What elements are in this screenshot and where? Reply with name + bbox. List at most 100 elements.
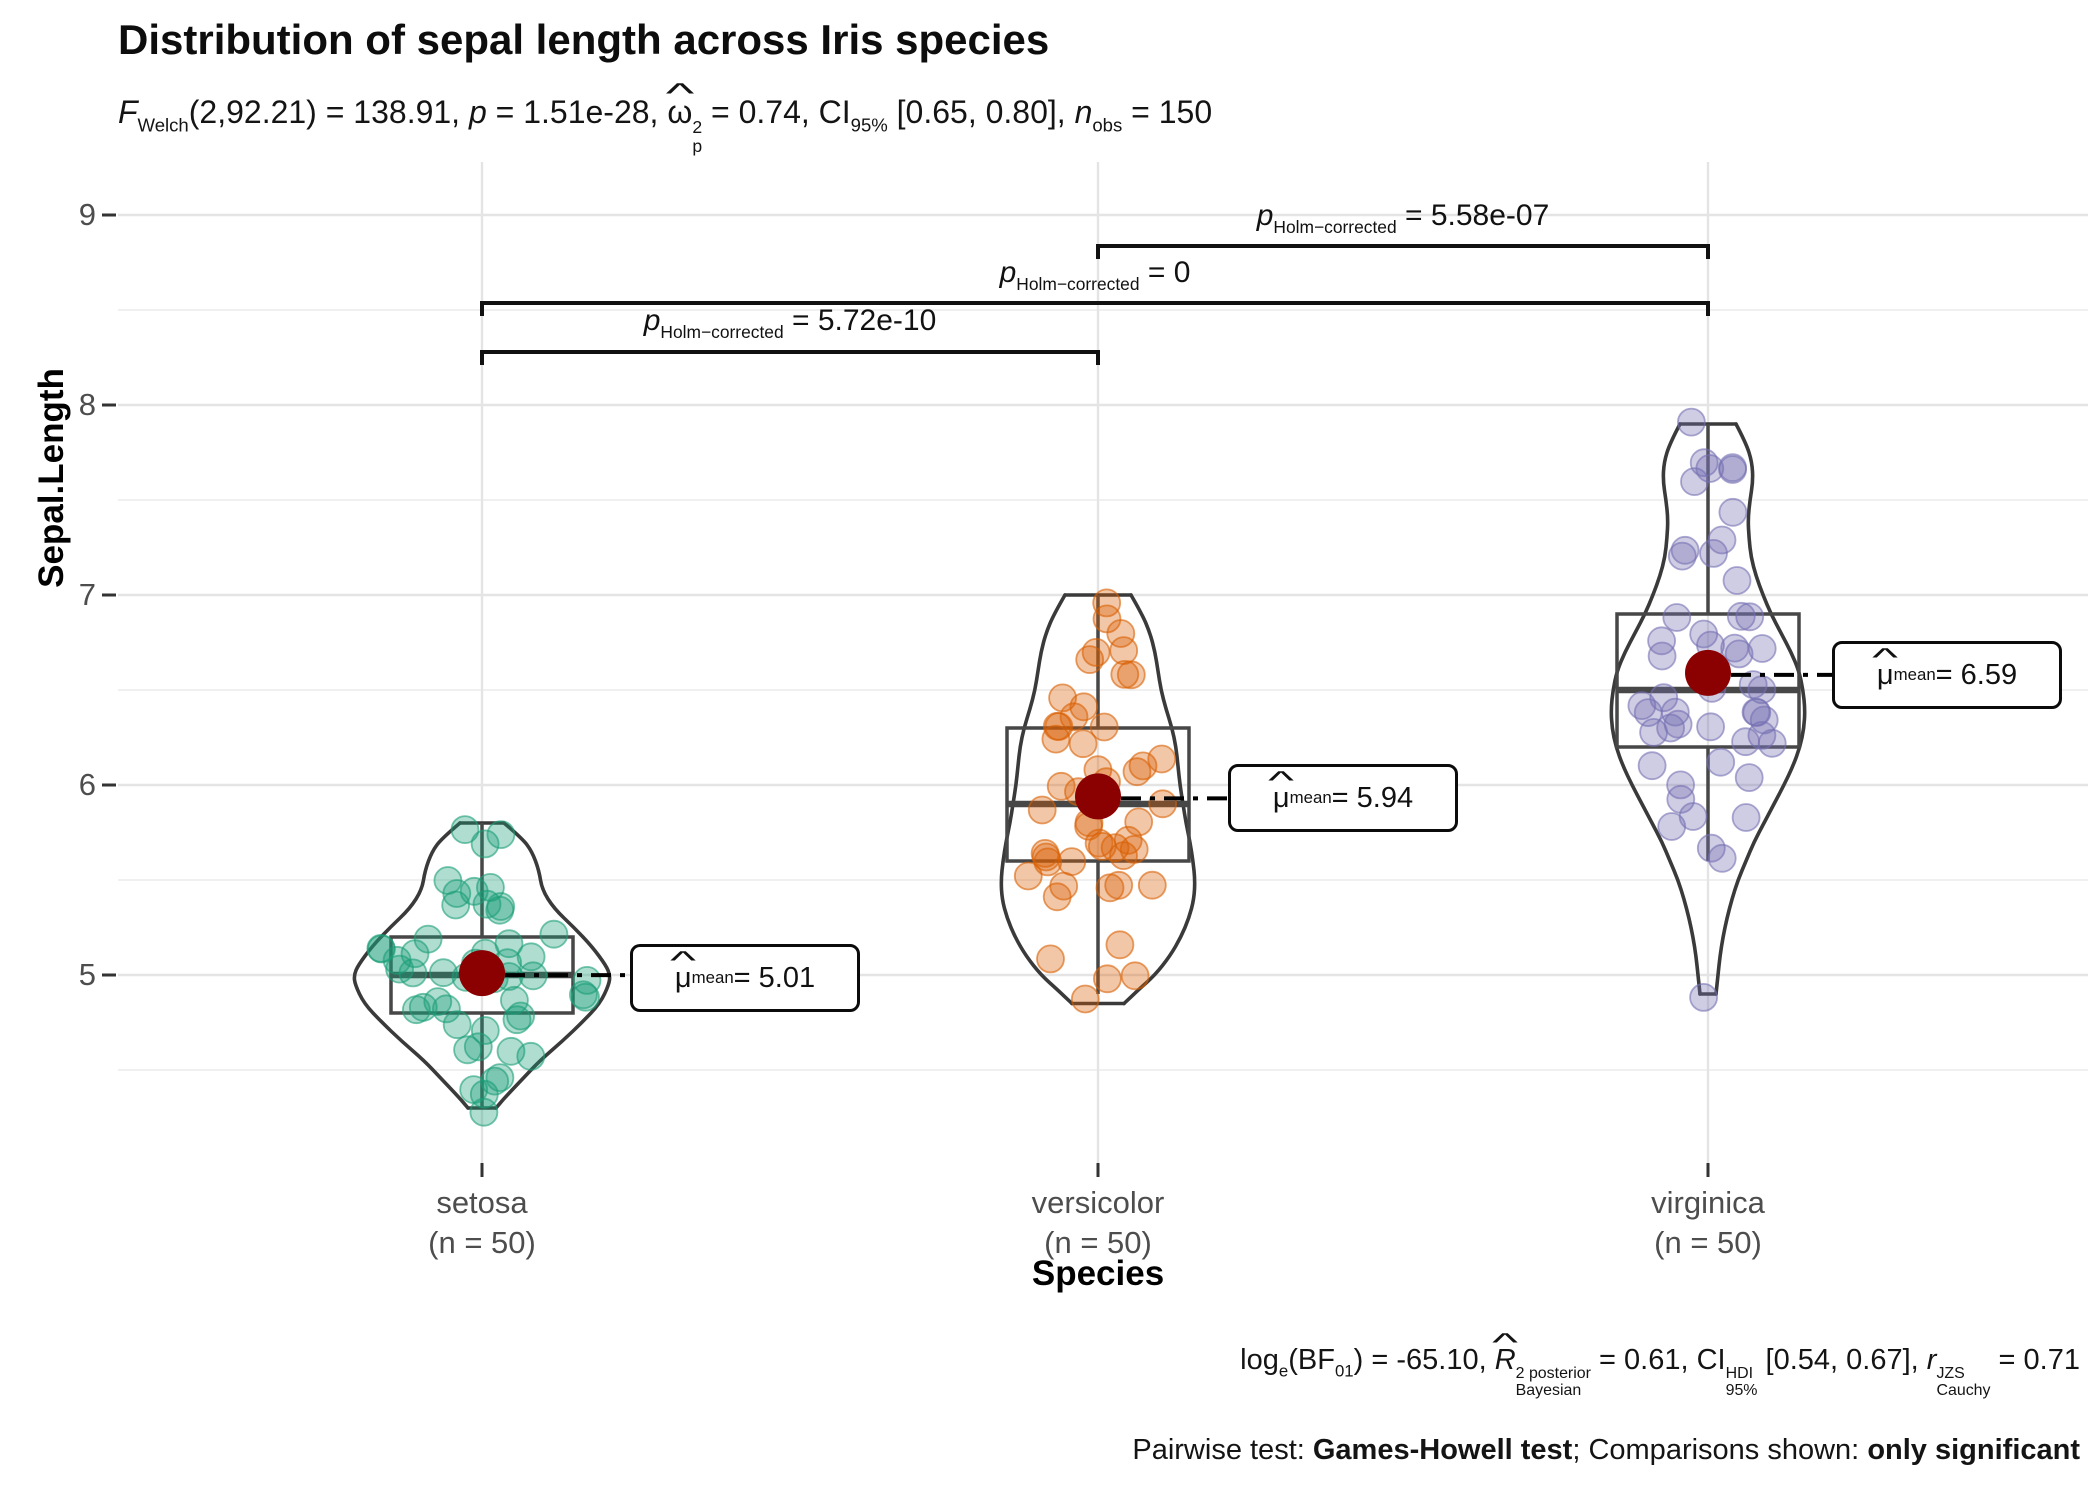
data-point (1696, 833, 1726, 863)
category-name: virginica (1651, 1185, 1765, 1220)
box (1615, 612, 1801, 749)
data-point (1731, 803, 1761, 832)
data-point (450, 815, 480, 844)
data-point (1747, 634, 1777, 663)
data-point (1095, 873, 1125, 903)
data-point (1757, 728, 1787, 758)
plot-title: Distribution of sepal length across Iris… (118, 16, 1050, 63)
data-point (453, 1035, 483, 1065)
data-point (1128, 751, 1158, 781)
data-point (1027, 795, 1057, 825)
data-point (1734, 763, 1764, 792)
data-point (463, 1032, 493, 1062)
data-point (516, 942, 546, 972)
data-point (1109, 636, 1139, 665)
data-point (1637, 751, 1667, 781)
data-point (469, 1079, 499, 1109)
data-point (1689, 448, 1719, 478)
data-point (1689, 983, 1718, 1012)
data-point (1089, 712, 1119, 742)
data-point (506, 1001, 535, 1031)
data-point (1666, 784, 1696, 814)
data-point (428, 958, 458, 988)
data-point (1731, 727, 1760, 757)
data-point (1092, 588, 1122, 618)
y-tick-label-6: 6 (78, 767, 96, 802)
data-point (569, 980, 598, 1010)
category-name: setosa (436, 1185, 528, 1220)
data-point (500, 985, 529, 1015)
data-point (1124, 807, 1154, 837)
comparison-label-versicolor-virginica: pHolm−corrected = 5.58e-07 (1256, 199, 1550, 237)
data-point (366, 934, 396, 963)
data-point (1036, 944, 1065, 974)
data-point (1110, 660, 1140, 689)
violin-outline-right (1714, 422, 1807, 996)
data-point (486, 820, 516, 849)
data-point (1662, 603, 1692, 632)
comparison-label-setosa-versicolor: pHolm−corrected = 5.72e-10 (643, 304, 937, 342)
data-point (1718, 455, 1747, 484)
mean-dot-virginica (1685, 649, 1731, 696)
data-point (1639, 718, 1668, 747)
caption-bayes-stats: loge(BF01) = -65.10, ^ R 2 posterior Bayesi… (1240, 1328, 2080, 1399)
data-point (1137, 870, 1167, 900)
plot-subtitle-frequentist-stats: FWelch(2,92.21) = 138.91, p = 1.51e-28, … (118, 77, 1213, 156)
data-point (1720, 633, 1750, 663)
box (1005, 726, 1191, 863)
data-point (539, 919, 569, 949)
axis-ticks (102, 213, 1710, 1177)
comparison-bracket-setosa-virginica (480, 301, 1710, 316)
mean-label-virginica: ^ μ mean = 6.59 (1832, 641, 2062, 709)
data-point (1148, 789, 1178, 819)
y-tick-label-8: 8 (78, 387, 96, 422)
category-n: (n = 50) (1654, 1225, 1762, 1261)
data-point (401, 995, 431, 1025)
data-point (1666, 770, 1695, 800)
data-point (470, 1016, 500, 1045)
data-point (1075, 645, 1105, 674)
mean-label-versicolor: ^ μ mean = 5.94 (1228, 764, 1458, 832)
data-point (1656, 713, 1685, 743)
data-point (1738, 670, 1768, 699)
data-point (1677, 407, 1706, 437)
x-category-label-virginica: virginica (n = 50) (1651, 1183, 1765, 1264)
caption-pairwise-test: Pairwise test: Games-Howell test; Compar… (1132, 1434, 2080, 1466)
y-tick-label-5: 5 (78, 957, 96, 992)
data-point (1093, 964, 1122, 994)
mean-label-setosa: ^ μ mean = 5.01 (630, 944, 860, 1012)
data-point (1147, 744, 1177, 774)
data-point (1057, 847, 1087, 876)
x-category-label-setosa: setosa (n = 50) (428, 1183, 536, 1264)
data-point (1722, 566, 1752, 595)
data-point (1699, 539, 1728, 568)
data-point (1119, 835, 1149, 864)
data-point (1741, 697, 1771, 727)
data-point (442, 1010, 472, 1040)
data-point (1069, 692, 1099, 722)
data-point (1647, 626, 1676, 656)
y-tick-label-9: 9 (78, 197, 96, 232)
data-point (1013, 861, 1043, 891)
data-point (1105, 930, 1135, 960)
data-point (385, 954, 415, 984)
points-versicolor (1013, 588, 1178, 1014)
data-point (1627, 691, 1657, 720)
comparison-label-setosa-virginica: pHolm−corrected = 0 (999, 256, 1191, 294)
data-point (1044, 712, 1074, 741)
data-point (413, 924, 443, 954)
data-point (1030, 839, 1060, 868)
data-point (431, 994, 461, 1024)
data-point (485, 895, 515, 925)
data-point (1696, 712, 1725, 742)
points-virginica (1627, 407, 1787, 1012)
category-n: (n = 50) (1044, 1225, 1152, 1261)
data-point (516, 1041, 546, 1071)
data-point (1068, 729, 1098, 759)
violin-virginica (1609, 422, 1807, 996)
data-point (1726, 601, 1756, 631)
category-n: (n = 50) (428, 1225, 536, 1261)
data-point (1049, 871, 1079, 901)
